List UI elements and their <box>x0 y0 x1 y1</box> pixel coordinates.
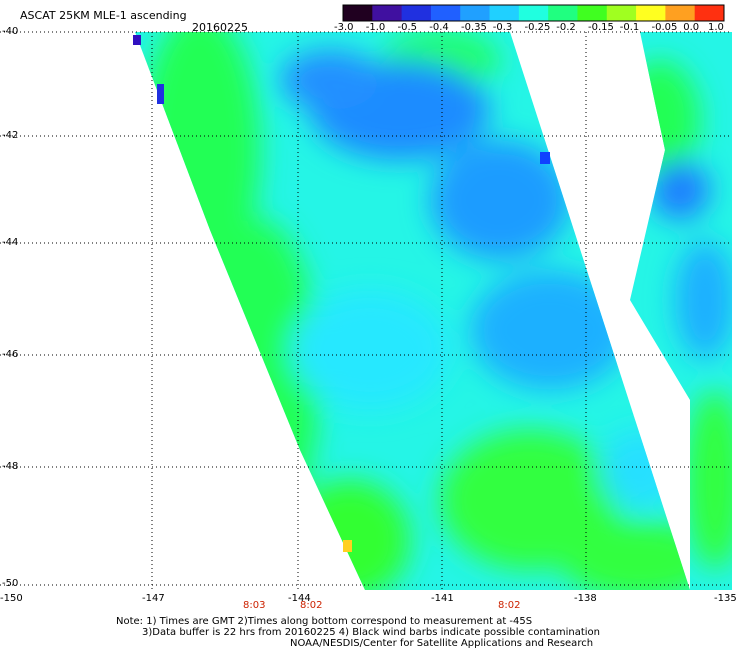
colorbar-frame <box>342 4 725 22</box>
colorbar-swatch <box>343 5 373 21</box>
colorbar-label: 0.0 <box>683 22 700 33</box>
colorbar-label: -0.25 <box>524 22 551 33</box>
colorbar-label: -3.0 <box>334 22 354 33</box>
lat-label: -44 <box>2 237 19 248</box>
note-line-1: Note: 1) Times are GMT 2)Times along bot… <box>116 616 533 627</box>
lon-label: -147 <box>142 593 165 604</box>
colorbar-label: -0.2 <box>556 22 576 33</box>
lon-label: -150 <box>0 593 23 604</box>
lat-label: -40 <box>2 26 19 37</box>
colorbar-swatch <box>401 5 432 21</box>
colorbar-swatch <box>636 5 666 21</box>
colorbar-label: -0.1 <box>619 22 640 33</box>
colorbar-label: -0.05 <box>651 22 678 33</box>
colorbar-swatch <box>606 5 637 21</box>
time-label: 8:02 <box>300 600 323 611</box>
colorbar-label: -0.4 <box>429 22 449 33</box>
lat-label: -48 <box>2 461 19 472</box>
colorbar-swatch <box>577 5 608 21</box>
note-line-3: NOAA/NESDIS/Center for Satellite Applica… <box>290 638 594 649</box>
map-title: ASCAT 25KM MLE-1 ascending <box>20 9 187 22</box>
time-label: 8:03 <box>243 600 266 611</box>
colorbar-swatch <box>665 5 696 21</box>
edge-pixel <box>133 35 141 45</box>
lon-label: -141 <box>431 593 454 604</box>
edge-pixel <box>157 84 164 104</box>
lat-lon-grid <box>0 31 732 590</box>
colorbar-swatch <box>548 5 578 21</box>
colorbar-label: -0.3 <box>492 22 513 33</box>
lon-label: -138 <box>574 593 597 604</box>
edge-pixel <box>343 540 352 552</box>
map-date: 20160225 <box>192 21 248 34</box>
colorbar-label: -0.15 <box>588 22 614 33</box>
colorbar-label: 1.0 <box>708 22 724 33</box>
lat-label: -42 <box>2 130 19 141</box>
colorbar-swatch <box>430 5 461 21</box>
time-label: 8:02 <box>498 600 521 611</box>
colorbar-swatch <box>372 5 403 21</box>
colorbar <box>342 4 725 22</box>
colorbar-label: -1.0 <box>365 22 386 33</box>
colorbar-swatch <box>489 5 520 21</box>
colorbar-swatch <box>518 5 549 21</box>
lon-label: -135 <box>714 593 737 604</box>
colorbar-label: -0.35 <box>461 22 487 33</box>
lat-label: -46 <box>2 349 19 360</box>
lon-label: -144 <box>288 593 311 604</box>
note-line-2: 3)Data buffer is 22 hrs from 20160225 4)… <box>142 627 600 638</box>
colorbar-swatch <box>460 5 491 21</box>
colorbar-label: -0.5 <box>397 22 418 33</box>
lat-label: -50 <box>2 578 19 589</box>
colorbar-swatch <box>694 5 725 21</box>
edge-pixel <box>540 152 550 164</box>
